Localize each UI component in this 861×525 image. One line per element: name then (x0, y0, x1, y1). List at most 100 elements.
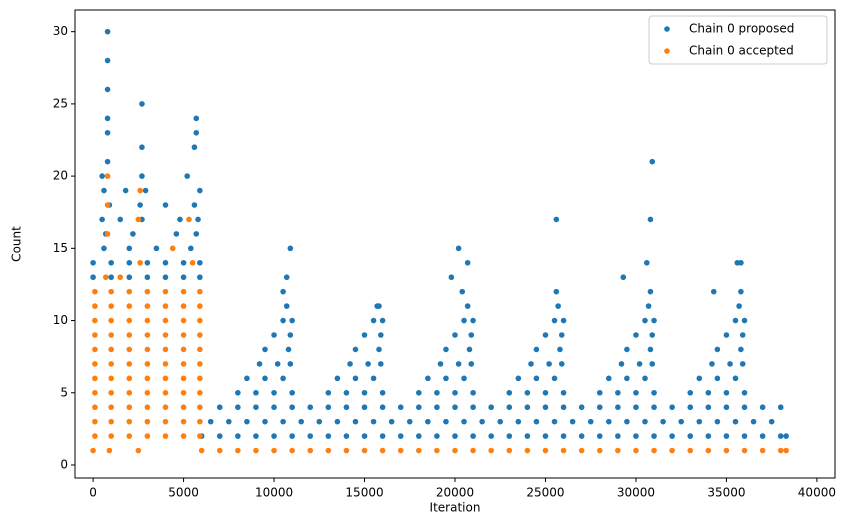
point (92, 332, 98, 338)
point (437, 361, 444, 367)
point (732, 418, 739, 425)
point (197, 404, 203, 411)
point (452, 389, 458, 396)
point (777, 447, 784, 454)
x-tick-label: 35000 (707, 486, 745, 500)
point (352, 418, 359, 425)
point (193, 231, 200, 237)
point (461, 317, 467, 324)
point (262, 346, 268, 353)
point (191, 202, 198, 208)
point (253, 404, 259, 411)
point (461, 375, 467, 382)
point (108, 418, 114, 425)
point (117, 216, 124, 223)
point (687, 389, 694, 396)
point (551, 375, 558, 382)
point (506, 447, 513, 454)
point (578, 404, 585, 411)
point (108, 389, 114, 396)
point (558, 332, 565, 338)
point (108, 274, 114, 281)
point (186, 216, 192, 223)
point (352, 375, 359, 382)
point (660, 418, 666, 425)
point (144, 317, 151, 324)
point (705, 433, 712, 439)
point (287, 361, 294, 367)
point (687, 447, 694, 454)
point (542, 389, 549, 396)
point (542, 404, 549, 411)
point (506, 404, 513, 411)
point (162, 433, 169, 439)
point (197, 332, 203, 338)
point (705, 447, 712, 454)
point (280, 317, 286, 324)
point (488, 447, 494, 454)
point (162, 288, 169, 295)
point (162, 418, 169, 425)
point (443, 418, 449, 425)
point (101, 187, 107, 194)
point (361, 433, 368, 439)
point (287, 245, 294, 252)
point (253, 433, 259, 439)
point (777, 404, 784, 411)
point (524, 433, 531, 439)
point (92, 303, 98, 309)
point (197, 274, 203, 281)
point (738, 288, 744, 295)
point (162, 389, 169, 396)
point (104, 173, 111, 179)
point (104, 158, 111, 165)
point (162, 274, 169, 281)
point (347, 361, 353, 367)
point (142, 187, 149, 194)
point (280, 375, 286, 382)
point (759, 447, 766, 454)
point (376, 303, 382, 309)
point (533, 375, 540, 382)
point (180, 418, 187, 425)
point (198, 447, 205, 454)
point (173, 231, 180, 237)
point (195, 216, 201, 223)
point (92, 346, 98, 353)
point (197, 288, 203, 295)
point (468, 332, 475, 338)
point (92, 433, 98, 439)
point (289, 389, 295, 396)
point (555, 303, 561, 309)
point (361, 447, 368, 454)
point (452, 404, 458, 411)
point (741, 433, 748, 439)
point (180, 404, 187, 411)
point (180, 433, 187, 439)
point (104, 86, 111, 93)
point (106, 447, 113, 454)
point (739, 361, 746, 367)
point (244, 375, 250, 382)
point (197, 346, 203, 353)
point (687, 404, 694, 411)
point (139, 101, 145, 107)
point (197, 259, 203, 266)
point (180, 361, 187, 367)
point (727, 361, 733, 367)
point (180, 389, 187, 396)
point (434, 389, 440, 396)
point (144, 418, 151, 425)
point (92, 288, 98, 295)
point (736, 303, 742, 309)
point (139, 144, 145, 151)
point (723, 447, 730, 454)
point (642, 418, 648, 425)
x-tick-label: 5000 (168, 486, 199, 500)
point (207, 418, 214, 425)
point (560, 433, 567, 439)
point (578, 433, 585, 439)
point (298, 418, 304, 425)
point (108, 259, 114, 266)
point (651, 433, 657, 439)
